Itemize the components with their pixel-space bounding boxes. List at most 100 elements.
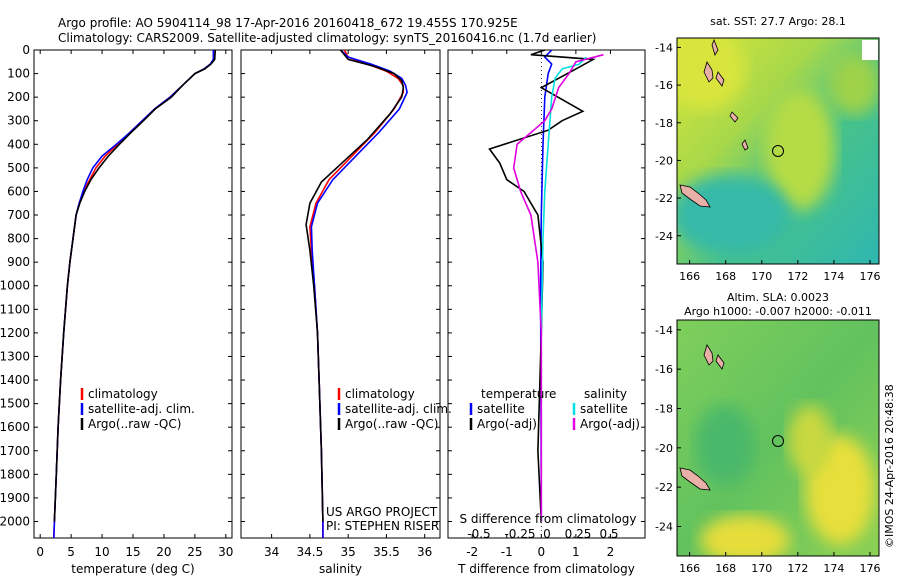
- y-tick-label: 1100: [0, 302, 30, 316]
- argo-position-marker: [772, 145, 784, 157]
- figure-title-line2: Climatology: CARS2009. Satellite-adjuste…: [58, 31, 596, 45]
- sst-no-data: [862, 40, 878, 60]
- map-y-tick-label: -16: [655, 79, 673, 92]
- sla-map-axes: 166 168 170 172 174 176 -14 -16 -18 -20 -22 -24: [655, 324, 880, 575]
- x-tick-label-top: 0.25: [565, 527, 592, 541]
- imos-timestamp-label: ©IMOS 24-Apr-2016 20:48:38: [883, 384, 896, 548]
- sla-map: Altim. SLA: 0.0023 Argo h1000: -0.007 h2…: [655, 291, 896, 575]
- legend-entry: satellite: [477, 402, 525, 416]
- x-tick-label-top: -0.25: [504, 527, 535, 541]
- new-caledonia-land: [679, 184, 711, 208]
- map-x-tick-label: 168: [715, 562, 736, 575]
- map-x-tick-label: 174: [823, 562, 844, 575]
- x-tick-label: 10: [94, 545, 109, 559]
- x-tick-label: 35.5: [373, 545, 400, 559]
- x-tick-label: 1: [572, 545, 580, 559]
- y-tick-label: 1500: [0, 397, 30, 411]
- map-x-tick-label: 170: [751, 270, 772, 283]
- y-tick-label: 400: [7, 137, 30, 151]
- map-y-tick-label: -16: [655, 363, 673, 376]
- x-tick-label: 0: [537, 545, 545, 559]
- legend-entry: Argo(-adj): [580, 417, 640, 431]
- legend-entry: satellite-adj. clim.: [88, 402, 195, 416]
- sla-high-ridge: [788, 405, 832, 475]
- map-x-tick-label: 174: [823, 270, 844, 283]
- y-tick-label: 1800: [0, 467, 30, 481]
- x-tick-label: 0: [36, 545, 44, 559]
- series-line-0: [539, 49, 553, 522]
- difference-panel: -2 -1 0 1 2 T difference from climatology temp…: [447, 49, 646, 576]
- legend-entry: Argo(..raw -QC): [88, 417, 181, 431]
- y-tick-label: 1300: [0, 349, 30, 363]
- salinity-panel: 34 34.5 35 35.5 36 salinity climatologysatelli…: [240, 49, 452, 576]
- legend-header: temperature: [481, 387, 556, 401]
- x-tick-label: 36: [417, 545, 432, 559]
- x-tick-label: 34: [264, 545, 279, 559]
- map-y-tick-label: -24: [655, 230, 673, 243]
- small-islands: [729, 111, 749, 151]
- map-y-tick-label: -18: [655, 403, 673, 416]
- x-axis-label: temperature (deg C): [71, 562, 194, 576]
- legend-entry: satellite-adj. clim.: [345, 402, 452, 416]
- x-tick-label: 35: [341, 545, 356, 559]
- sla-map-title-line1: Altim. SLA: 0.0023: [727, 291, 829, 304]
- series-line-2: [540, 56, 587, 522]
- series-line-0: [53, 50, 215, 539]
- pi-annotation: PI: STEPHEN RISER: [326, 519, 439, 533]
- y-tick-label: 1600: [0, 420, 30, 434]
- y-tick-label: 1400: [0, 373, 30, 387]
- sla-map-frame: [676, 319, 880, 557]
- y-tick-label: 900: [7, 255, 30, 269]
- map-x-tick-label: 170: [751, 562, 772, 575]
- y-tick-label: 200: [7, 90, 30, 104]
- x-tick-label: 5: [67, 545, 75, 559]
- legend-entry: Argo(..raw -QC): [345, 417, 438, 431]
- x-tick-label: -2: [466, 545, 478, 559]
- sst-map-axes: 166 168 170 172 174 176 -14 -16 -18 -20 -22 -24: [655, 41, 880, 283]
- legend-entry: climatology: [345, 387, 415, 401]
- x-tick-label-top: 0.5: [599, 527, 618, 541]
- y-tick-label: 500: [7, 161, 30, 175]
- x-axis-label: T difference from climatology: [457, 562, 635, 576]
- argo-position-marker-2: [772, 435, 784, 447]
- y-tick-label: 1900: [0, 491, 30, 505]
- x-tick-label: -1: [501, 545, 513, 559]
- y-tick-label: 1700: [0, 444, 30, 458]
- legend-entry: Argo(-adj): [477, 417, 537, 431]
- map-y-tick-label: -22: [655, 192, 673, 205]
- x-tick-label-top: 0: [543, 527, 551, 541]
- sst-cool-region: [677, 175, 790, 255]
- sst-region-ne: [830, 55, 879, 115]
- sst-map-title: sat. SST: 27.7 Argo: 28.1: [710, 15, 846, 28]
- map-x-tick-label: 172: [787, 270, 808, 283]
- map-y-tick-label: -14: [655, 41, 673, 54]
- figure-title-line1: Argo profile: AO 5904114_98 17-Apr-2016 …: [58, 16, 518, 30]
- y-tick-label: 1000: [0, 279, 30, 293]
- vanuatu-islands-2: [703, 344, 725, 370]
- plot-frame: [33, 49, 233, 539]
- map-x-tick-label: 172: [787, 562, 808, 575]
- y-tick-label: 700: [7, 208, 30, 222]
- vanuatu-islands: [703, 38, 725, 87]
- series-line-1: [53, 50, 215, 539]
- project-annotation: US ARGO PROJECT: [326, 505, 438, 519]
- x-tick-label: 2: [607, 545, 615, 559]
- temperature-panel: 0100200300400500600700800900100011001200…: [0, 43, 233, 576]
- map-x-tick-label: 176: [859, 270, 880, 283]
- legend-header: salinity: [584, 387, 627, 401]
- sst-warm-tongue: [765, 90, 835, 210]
- map-y-tick-label: -24: [655, 521, 673, 534]
- series-line-3: [512, 53, 604, 522]
- map-y-tick-label: -22: [655, 481, 673, 494]
- x-tick-label-top: -0.5: [467, 527, 490, 541]
- sla-low-region: [695, 405, 755, 485]
- new-caledonia-land-2: [679, 467, 711, 491]
- map-x-tick-label: 166: [679, 270, 700, 283]
- y-tick-label: 1200: [0, 326, 30, 340]
- y-tick-label: 600: [7, 184, 30, 198]
- y-tick-label: 100: [7, 67, 30, 81]
- sla-map-title-line2: Argo h1000: -0.007 h2000: -0.011: [684, 305, 872, 318]
- plot-frame: [447, 49, 646, 539]
- map-y-tick-label: -20: [655, 154, 673, 167]
